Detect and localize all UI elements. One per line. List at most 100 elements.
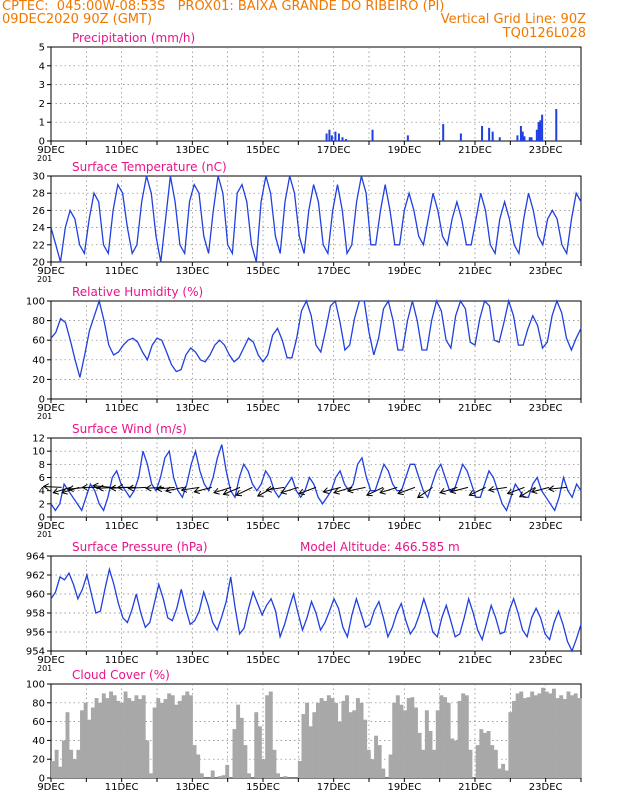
cloud-cover-xtick-label: 11DEC — [105, 782, 139, 793]
precipitation-bar — [334, 131, 337, 141]
cloud-cover-bar — [464, 695, 469, 778]
cloud-cover-bar — [326, 695, 331, 778]
cloud-cover-bar — [348, 712, 353, 778]
header-code: TQ0126L028 — [502, 26, 586, 41]
wind-arrow-shaft — [366, 486, 384, 496]
cloud-cover-bar — [432, 749, 437, 778]
cloud-cover-bar — [152, 707, 157, 778]
wind-arrow-head — [52, 488, 60, 495]
cloud-cover-bar — [199, 773, 204, 778]
precipitation-xtick-label: 23DEC — [529, 145, 563, 156]
wind-arrow-head — [193, 487, 201, 494]
cloud-cover-bar — [188, 695, 193, 778]
cloud-cover-bar — [51, 761, 55, 778]
precipitation-bar — [539, 120, 542, 141]
cloud-cover-bar — [479, 729, 484, 778]
wind-arrow-shaft — [235, 486, 253, 496]
cloud-cover-bar — [530, 691, 535, 778]
temperature-xtick-label: 21DEC — [458, 266, 492, 277]
header-grid-note: Vertical Grid Line: 90Z — [440, 12, 586, 27]
temperature-ytick-label: 24 — [32, 223, 45, 234]
pressure-ytick-label: 956 — [26, 628, 45, 639]
model-altitude-label: Model Altitude: 466.585 m — [300, 540, 460, 554]
pressure-xtick-label: 9DEC — [37, 655, 64, 666]
cloud-cover-bar — [232, 729, 237, 778]
wind-arrow-head — [256, 490, 264, 497]
precipitation-ytick-label: 4 — [39, 61, 45, 72]
precipitation-bar — [530, 137, 533, 141]
cloud-cover-bar — [453, 740, 458, 778]
cloud-cover-bar — [123, 691, 128, 778]
cloud-cover-bar — [141, 695, 146, 778]
cloud-cover-bar — [159, 702, 164, 778]
cloud-cover-bar — [283, 776, 288, 778]
humidity-title: Relative Humidity (%) — [72, 285, 203, 299]
temperature-ytick-label: 20 — [32, 258, 45, 269]
cloud-cover-bar — [374, 735, 379, 778]
temperature-xtick-label: 11DEC — [105, 266, 139, 277]
cloud-cover-bar — [566, 691, 571, 778]
precipitation-bar — [521, 131, 524, 141]
wind-arrow-shaft — [165, 486, 184, 492]
pressure-xtick-label: 21DEC — [458, 655, 492, 666]
temperature-year-stub: 201 — [37, 275, 52, 284]
cloud-cover-bar — [403, 710, 408, 778]
precipitation-bar — [337, 133, 340, 141]
temperature-xtick-label: 9DEC — [37, 266, 64, 277]
wind-arrow-head — [81, 483, 88, 491]
cloud-cover-bar — [276, 773, 280, 778]
cloud-cover-bar — [119, 702, 124, 778]
cloud-cover-bar — [359, 702, 364, 778]
cloud-cover-bar — [461, 693, 466, 778]
precipitation-xtick-label: 11DEC — [105, 145, 139, 156]
cloud-cover-bar — [178, 700, 182, 778]
cloud-cover-bar — [406, 698, 411, 778]
wind-arrow-head — [397, 488, 404, 496]
cloud-cover-bar — [497, 768, 502, 778]
cloud-cover-bar — [504, 770, 509, 778]
temperature-xtick-label: 13DEC — [175, 266, 209, 277]
precipitation-bar — [498, 137, 501, 141]
temperature-xtick-label: 15DEC — [246, 266, 280, 277]
pressure-ytick-label: 958 — [26, 609, 45, 620]
cloud-cover-bar — [297, 761, 302, 778]
precipitation-xtick-label: 17DEC — [317, 145, 351, 156]
cloud-cover-bar — [247, 773, 251, 778]
cloud-cover-bar — [439, 695, 444, 778]
pressure-ytick-label: 962 — [26, 571, 45, 582]
wind-ytick-label: 8 — [39, 460, 45, 471]
cloud-cover-bar — [457, 700, 462, 778]
temperature-xtick-label: 17DEC — [317, 266, 351, 277]
humidity-ytick-label: 100 — [26, 297, 45, 308]
wind-arrow-shaft — [488, 486, 507, 491]
wind-arrow-head — [213, 488, 220, 495]
cloud-cover-bar — [366, 749, 371, 778]
wind-arrow-head — [155, 485, 163, 493]
wind-arrow-head — [127, 484, 134, 492]
wind-arrow-head — [97, 484, 104, 492]
wind-arrow-shaft — [266, 486, 285, 491]
cloud-cover-bar — [533, 695, 538, 778]
temperature-xtick-label: 23DEC — [529, 266, 563, 277]
pressure-ytick-label: 964 — [26, 552, 45, 563]
cloud-cover-bar — [570, 695, 575, 778]
wind-arrow-head — [116, 483, 124, 491]
cloud-cover-bar — [424, 710, 429, 778]
cloud-cover-bar — [548, 693, 553, 778]
cloud-cover-bar — [116, 700, 121, 778]
wind-arrow-shaft — [507, 486, 525, 495]
cloud-cover-bar — [323, 700, 328, 778]
cloud-cover-xtick-label: 19DEC — [387, 782, 421, 793]
cloud-cover-bar — [522, 698, 527, 778]
cloud-cover-bar — [243, 745, 248, 778]
wind-arrow-shaft — [531, 486, 550, 493]
cloud-cover-bar — [395, 695, 400, 778]
humidity-ytick-label: 40 — [32, 355, 45, 366]
cloud-cover-bar — [508, 712, 513, 778]
humidity-ytick-label: 80 — [32, 316, 45, 327]
cloud-cover-bar — [305, 702, 310, 778]
precipitation-ytick-label: 3 — [39, 80, 45, 91]
cloud-cover-title: Cloud Cover (%) — [72, 668, 170, 682]
precipitation-xtick-label: 15DEC — [246, 145, 280, 156]
